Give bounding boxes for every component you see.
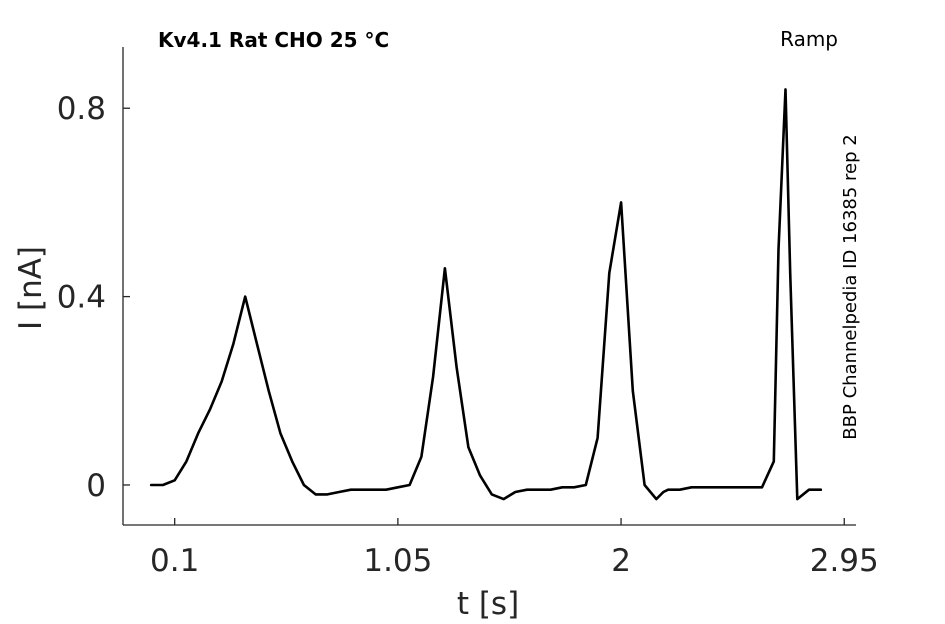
source-label: BBP Channelpedia ID 16385 rep 2 (840, 134, 861, 439)
current-trace-line (149, 88, 823, 501)
y-axis-label: I [nA] (13, 246, 49, 330)
y-tick-label: 0 (86, 468, 106, 504)
x-tick-label: 2 (611, 543, 631, 579)
axes (122, 47, 856, 526)
y-tick-label: 0.4 (57, 280, 106, 316)
y-axis-ticks: 0 0.4 0.8 (57, 91, 130, 504)
x-tick-label: 2.95 (810, 543, 879, 579)
x-axis-label: t [s] (457, 586, 519, 622)
series-layer (149, 88, 823, 501)
chart-title: Kv4.1 Rat CHO 25 °C (158, 28, 389, 52)
x-tick-label: 1.05 (363, 543, 432, 579)
y-tick-label: 0.8 (57, 91, 106, 127)
x-axis-ticks: 0.1 1.05 2 2.95 (150, 518, 879, 579)
protocol-label: Ramp (780, 27, 838, 51)
x-tick-label: 0.1 (150, 543, 199, 579)
